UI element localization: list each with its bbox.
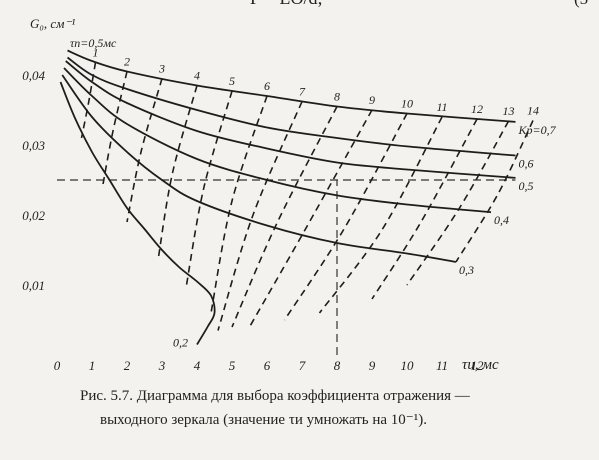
tau-curve: [283, 113, 408, 321]
tau-label: 12: [471, 102, 483, 116]
y-tick-label: 0,03: [22, 138, 45, 153]
tau-curve: [101, 71, 128, 188]
formula: Γ = LΘ/d;: [250, 0, 323, 8]
x-tick-label: 6: [264, 358, 271, 373]
tau-curve: [185, 90, 233, 286]
y-tick-label: 0,01: [22, 278, 45, 293]
tau-label: 7: [299, 85, 306, 99]
caption-line: выходного зеркала (значение τи умножать …: [100, 412, 427, 428]
tau-label: 5: [229, 74, 235, 88]
tau-label: 10: [401, 97, 413, 111]
tau-label: 4: [194, 69, 200, 83]
x-tick-label: 3: [158, 358, 166, 373]
tau-label: 3: [158, 62, 165, 76]
kr-curve: [63, 67, 492, 214]
kr-curve: [65, 60, 516, 179]
x-tick-label: 9: [369, 358, 376, 373]
kr-label: 0,4: [494, 213, 509, 227]
tau-label: 2: [124, 55, 130, 69]
tau-curve: [157, 85, 198, 258]
kr-label: 0,5: [519, 179, 534, 193]
x-axis-label: τи, мс: [462, 357, 499, 373]
tau-curve: [248, 109, 373, 328]
x-tick-label: 5: [229, 358, 236, 373]
tau-label: 6: [264, 79, 270, 93]
x-tick-label: 1: [89, 358, 96, 373]
x-tick-label: 2: [124, 358, 131, 373]
y-tick-label: 0,04: [22, 68, 45, 83]
tau-label: 9: [369, 93, 375, 107]
x-tick-label: 11: [436, 358, 448, 373]
x-tick-label: 4: [194, 358, 201, 373]
tau-label: 14: [527, 104, 539, 118]
tau-curve: [80, 62, 97, 139]
kr-curve: [59, 81, 216, 345]
kr-curve: [67, 49, 516, 123]
kr-label: 0,2: [173, 336, 188, 350]
tau-label: 13: [503, 104, 515, 118]
tau-curve: [455, 120, 534, 263]
kr-label: 0,3: [459, 263, 474, 277]
tau-curve: [217, 101, 303, 331]
tau-curve: [371, 118, 478, 300]
tau-curve: [318, 116, 443, 314]
kr-label: 0,6: [519, 157, 534, 171]
kr-curve: [61, 74, 457, 263]
tau-label: 11: [436, 100, 447, 114]
y-axis-label: G₀, см⁻¹: [30, 16, 75, 31]
x-tick-label: 12: [471, 358, 485, 373]
kr-label: Kр=0,7: [518, 123, 557, 137]
tau-label: 8: [334, 90, 340, 104]
x-tick-label: 7: [299, 358, 306, 373]
tau-curve: [210, 95, 268, 314]
annotation: τп=0,5мс: [70, 36, 117, 50]
tau-curve: [231, 106, 338, 328]
tau-label: 1: [93, 45, 99, 59]
caption-line: Рис. 5.7. Диаграмма для выбора коэффицие…: [80, 388, 471, 404]
tau-curve: [126, 78, 163, 223]
y-tick-label: 0,02: [22, 208, 45, 223]
equation-number: (5: [574, 0, 588, 8]
kr-curve: [66, 56, 516, 157]
x-tick-label: 8: [334, 358, 341, 373]
tau-curve: [406, 120, 510, 286]
x-tick-label: 10: [401, 358, 415, 373]
x-tick-label: 0: [54, 358, 61, 373]
